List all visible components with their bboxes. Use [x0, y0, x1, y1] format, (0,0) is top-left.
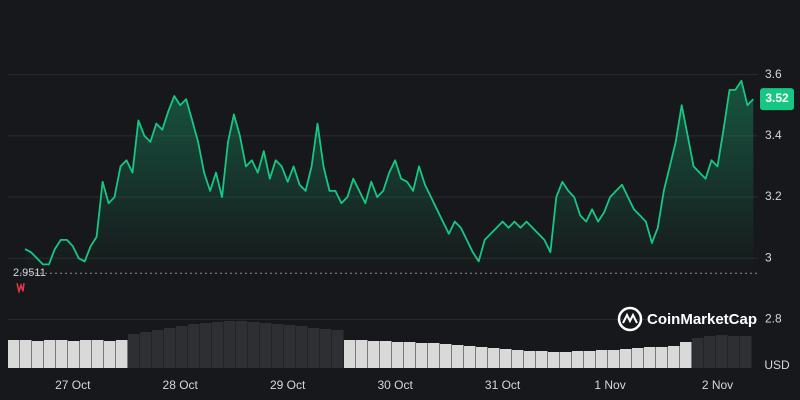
volume-bar — [212, 322, 224, 368]
volume-bar — [224, 321, 236, 368]
volume-bar — [620, 349, 632, 368]
volume-bar — [380, 341, 392, 368]
price-tag — [760, 88, 794, 111]
volume-bar — [476, 347, 488, 368]
watermark: CoinMarketCap — [647, 311, 757, 328]
volume-bar — [272, 324, 284, 368]
volume-bar — [20, 340, 32, 368]
volume-bar — [704, 336, 716, 368]
volume-bar — [656, 347, 668, 368]
plot: 2.95113.52 — [13, 79, 794, 294]
volume-bar — [728, 336, 740, 368]
volume-bar — [116, 340, 128, 368]
volume-bar — [668, 346, 680, 368]
y-tick-label: 3 — [765, 250, 772, 264]
volume-bar — [320, 329, 332, 368]
volume-bar — [500, 349, 512, 368]
volume-bar — [644, 347, 656, 368]
volume-bar — [452, 345, 464, 368]
volume-bar — [236, 321, 248, 368]
volume-bar — [488, 348, 500, 368]
volume-bar — [428, 343, 440, 368]
price-tag-label: 3.52 — [765, 91, 789, 105]
grid: 2.8 3 3.2 3.4 3.6 27 Oct 28 Oct 29 Oct 30 Oct 31 … — [8, 67, 782, 392]
y-tick-label: 3.4 — [765, 128, 782, 142]
volume-bar — [548, 352, 560, 368]
volume-bar — [92, 340, 104, 368]
volume-bar — [164, 328, 176, 368]
price-line — [24, 79, 754, 266]
volume-bar — [716, 335, 728, 368]
volume-bar — [512, 350, 524, 368]
volume-bar — [632, 348, 644, 368]
volume-bar — [68, 341, 80, 368]
volume-bar — [248, 322, 260, 368]
y-tick-label: 3.2 — [765, 189, 782, 203]
volume-bar — [692, 338, 704, 368]
volume-bar — [260, 323, 272, 368]
volume-bar — [572, 351, 584, 368]
volume-bar — [608, 350, 620, 368]
volume-bar — [140, 332, 152, 368]
y-tick-label: 3.6 — [765, 67, 782, 81]
volume-bar — [344, 340, 356, 368]
currency: USD — [764, 358, 790, 372]
volume-bar — [296, 326, 308, 368]
volume-bar — [536, 351, 548, 368]
y-tick-label: 2.8 — [765, 312, 782, 326]
volume-bar — [152, 330, 164, 368]
volume-bar — [584, 351, 596, 368]
volume-bar — [524, 351, 536, 368]
x-tick-label: 29 Oct — [270, 378, 306, 392]
x-tick-label: 1 Nov — [594, 378, 625, 392]
volume-bar — [44, 340, 56, 368]
volume-bar — [176, 326, 188, 368]
x-tick-label: 27 Oct — [55, 378, 91, 392]
volume-bar — [368, 341, 380, 368]
x-tick-label: 30 Oct — [377, 378, 413, 392]
volume-bar — [8, 340, 20, 368]
volume-bar — [32, 341, 44, 368]
volume-bar — [440, 344, 452, 368]
volume-bar — [416, 343, 428, 368]
volume-bar — [740, 336, 752, 368]
volume-bar — [404, 342, 416, 368]
volume — [8, 321, 752, 368]
volume-bar — [80, 340, 92, 368]
volume-bar — [200, 323, 212, 368]
volume-bar — [128, 334, 140, 368]
volume-bar — [308, 328, 320, 368]
volume-bar — [680, 342, 692, 368]
x-tick-label: 2 Nov — [702, 378, 733, 392]
volume-bar — [560, 352, 572, 368]
volume-bar — [392, 342, 404, 368]
watermark-logo — [617, 306, 643, 332]
volume-bar — [332, 330, 344, 368]
volume-bar — [104, 341, 116, 368]
volume-bar — [284, 325, 296, 368]
volume-bar — [464, 346, 476, 368]
volume-bar — [356, 340, 368, 368]
volume-bar — [596, 350, 608, 368]
volume-bar — [188, 324, 200, 368]
x-tick-label: 31 Oct — [485, 378, 521, 392]
area — [25, 80, 754, 274]
reference-marker — [16, 282, 25, 294]
x-tick-label: 28 Oct — [163, 378, 199, 392]
volume-bar — [56, 340, 68, 368]
